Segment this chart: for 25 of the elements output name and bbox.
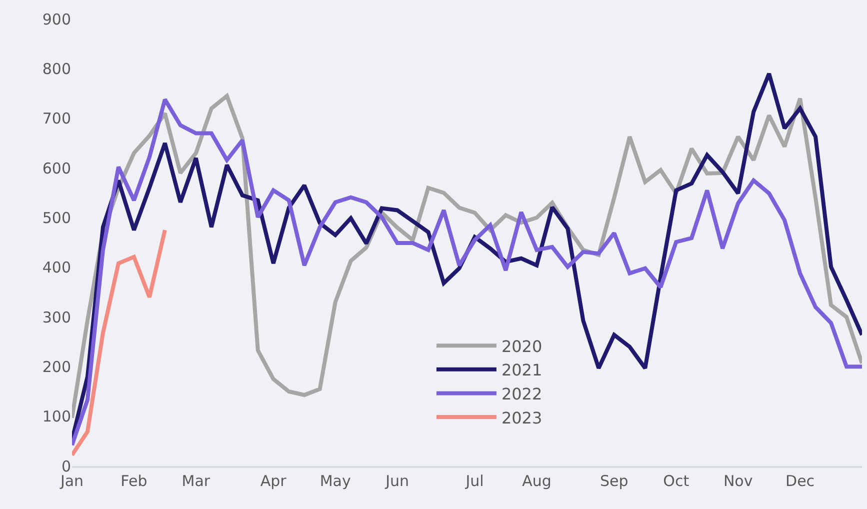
x-tick-label: Oct — [663, 472, 690, 490]
y-tick-label: 900 — [42, 10, 71, 28]
x-tick-label: Feb — [120, 472, 148, 490]
x-tick-label: Dec — [786, 472, 815, 490]
x-tick-label: Jul — [464, 472, 484, 490]
y-tick-label: 200 — [42, 358, 71, 376]
x-tick-label: Mar — [182, 472, 211, 490]
y-tick-label: 600 — [42, 159, 71, 178]
y-tick-label: 700 — [42, 110, 71, 128]
x-tick-label: Jun — [384, 472, 410, 490]
legend-label: 2023 — [501, 408, 542, 428]
y-tick-label: 300 — [42, 308, 71, 326]
legend-label: 2020 — [501, 336, 542, 356]
y-tick-label: 100 — [42, 408, 71, 426]
y-tick-label: 400 — [42, 258, 71, 277]
legend-label: 2021 — [501, 360, 542, 380]
x-tick-label: May — [320, 472, 351, 490]
y-tick-label: 800 — [42, 60, 71, 78]
x-tick-label: Nov — [723, 472, 753, 490]
x-tick-label: Apr — [260, 472, 288, 490]
x-tick-label: Aug — [522, 472, 552, 490]
line-series — [72, 228, 167, 458]
legend-label: 2022 — [501, 384, 542, 404]
x-tick-label: Sep — [600, 472, 628, 490]
y-tick-label: 500 — [42, 208, 71, 227]
